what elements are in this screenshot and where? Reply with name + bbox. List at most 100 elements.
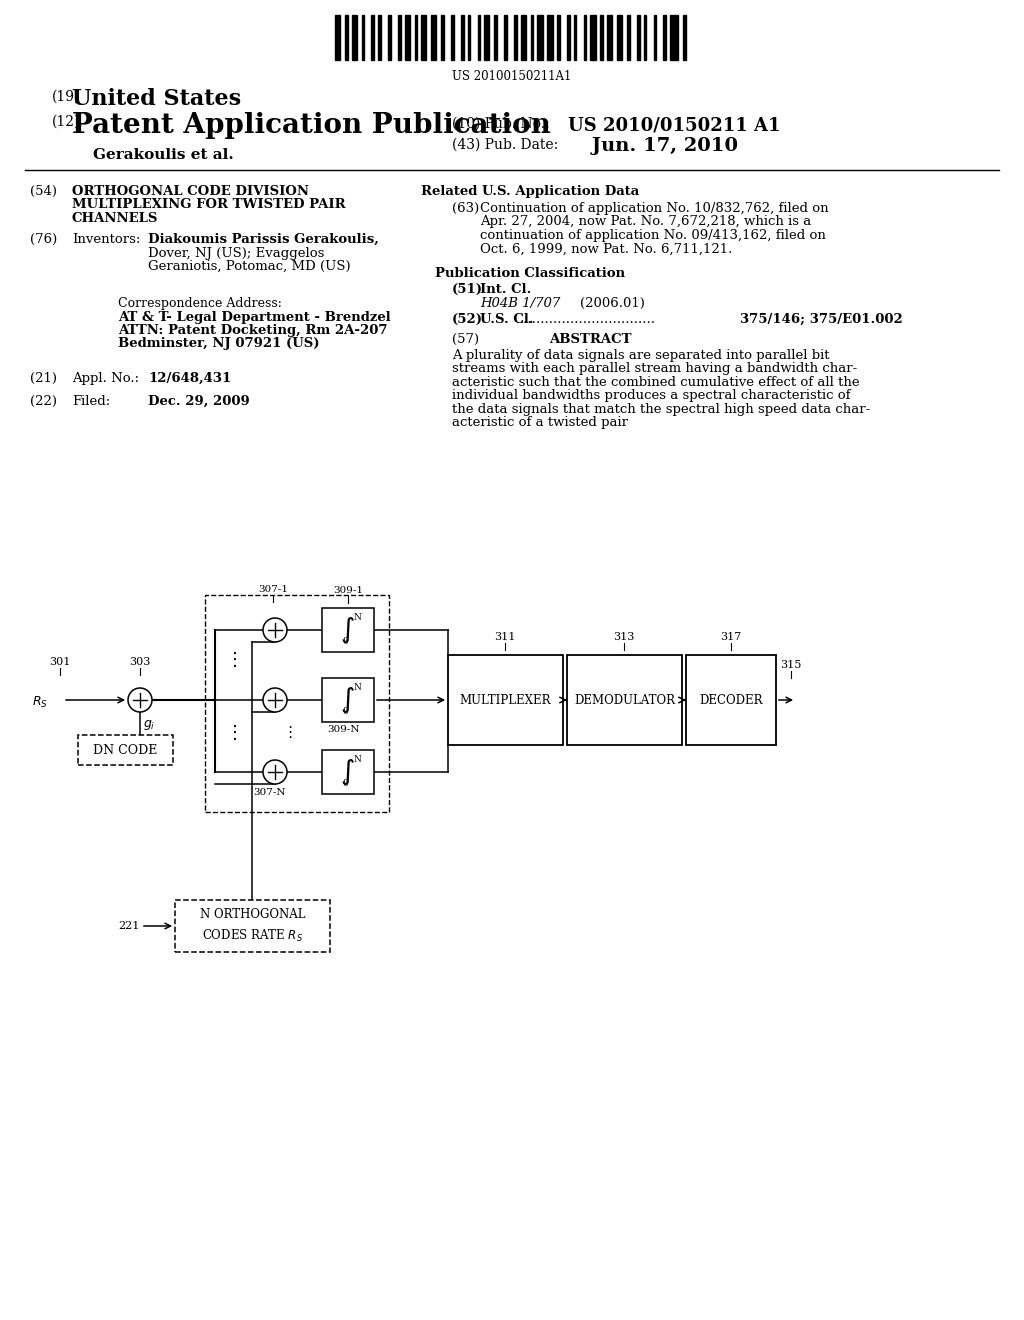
Text: DEMODULATOR: DEMODULATOR [574,693,675,706]
Text: $g_i$: $g_i$ [143,718,156,733]
Circle shape [128,688,152,711]
Text: N: N [353,755,360,764]
Bar [548,15,553,59]
Bar [591,15,596,59]
Bar [78,735,173,766]
Bar [557,15,560,59]
Bar [653,15,656,59]
Bar [398,15,400,59]
Text: $\int$: $\int$ [340,685,354,715]
Text: DN CODE: DN CODE [93,743,158,756]
Text: (54): (54) [30,185,57,198]
Text: $\int$: $\int$ [340,758,354,787]
Text: A plurality of data signals are separated into parallel bit: A plurality of data signals are separate… [452,348,829,362]
Circle shape [263,688,287,711]
Text: 301: 301 [49,657,71,667]
Bar [643,15,646,59]
Text: N ORTHOGONAL
CODES RATE $R_S$: N ORTHOGONAL CODES RATE $R_S$ [200,908,305,944]
Bar [617,15,623,59]
Bar [449,655,563,744]
Text: ABSTRACT: ABSTRACT [549,333,631,346]
Text: 0: 0 [342,779,348,788]
Text: (52): (52) [452,313,483,326]
Text: the data signals that match the spectral high speed data char-: the data signals that match the spectral… [452,403,870,416]
Text: 313: 313 [613,632,635,642]
Bar [415,15,417,59]
Text: 0: 0 [342,638,348,645]
Text: 12/648,431: 12/648,431 [148,372,231,385]
Text: (10) Pub. No.:: (10) Pub. No.: [452,117,554,131]
Text: United States: United States [72,88,241,110]
Bar [573,15,577,59]
Bar [322,609,374,652]
Bar [495,15,497,59]
Bar [335,15,340,59]
Bar [175,900,330,952]
Text: 307-1: 307-1 [258,585,288,594]
Text: 0: 0 [342,708,348,715]
Bar [322,678,374,722]
Bar [504,15,507,59]
Bar [372,15,374,59]
Bar [567,15,569,59]
Text: 309-N: 309-N [327,725,359,734]
Text: (2006.01): (2006.01) [580,297,645,309]
Text: Apr. 27, 2004, now Pat. No. 7,672,218, which is a: Apr. 27, 2004, now Pat. No. 7,672,218, w… [480,215,811,228]
Text: (19): (19) [52,90,80,104]
Text: (12): (12) [52,115,80,129]
Text: 307-N: 307-N [254,788,287,797]
Text: Gerakoulis et al.: Gerakoulis et al. [72,148,233,162]
Text: MULTIPLEXER: MULTIPLEXER [460,693,551,706]
Bar [441,15,443,59]
Bar [514,15,517,59]
Text: 315: 315 [780,660,802,671]
Text: N: N [353,612,360,622]
Bar [627,15,630,59]
Text: ORTHOGONAL CODE DIVISION: ORTHOGONAL CODE DIVISION [72,185,309,198]
Bar [361,15,365,59]
Bar [378,15,381,59]
Text: (22): (22) [30,395,57,408]
Text: (76): (76) [30,234,57,246]
Circle shape [263,760,287,784]
Bar [600,15,603,59]
Text: (51): (51) [452,282,483,296]
Bar [607,15,612,59]
Text: Dover, NJ (US); Evaggelos: Dover, NJ (US); Evaggelos [148,247,325,260]
Bar [452,15,454,59]
Bar [404,15,410,59]
Bar [477,15,480,59]
Text: $\int$: $\int$ [340,615,354,645]
Text: U.S. Cl.: U.S. Cl. [480,313,534,326]
Text: 309-1: 309-1 [333,586,362,595]
Text: Inventors:: Inventors: [72,234,140,246]
Text: acteristic such that the combined cumulative effect of all the: acteristic such that the combined cumula… [452,375,859,388]
Bar [584,15,587,59]
Text: AT & T- Legal Department - Brendzel: AT & T- Legal Department - Brendzel [118,310,391,323]
Bar [421,15,426,59]
Text: Jun. 17, 2010: Jun. 17, 2010 [558,137,738,154]
Bar [351,15,356,59]
Bar [521,15,526,59]
Text: individual bandwidths produces a spectral characteristic of: individual bandwidths produces a spectra… [452,389,851,403]
Text: ⋮: ⋮ [226,723,244,742]
Text: H04B 1/707: H04B 1/707 [480,297,560,309]
Text: Geraniotis, Potomac, MD (US): Geraniotis, Potomac, MD (US) [148,260,350,273]
Text: $R_S$: $R_S$ [32,694,48,710]
Text: 317: 317 [720,632,741,642]
Bar [345,15,347,59]
Text: Dec. 29, 2009: Dec. 29, 2009 [148,395,250,408]
Text: N: N [353,682,360,692]
Bar [664,15,666,59]
Bar [205,595,389,812]
Bar [670,15,678,59]
Text: 221: 221 [119,921,140,931]
Text: Correspondence Address:: Correspondence Address: [118,297,282,310]
Text: Bedminster, NJ 07921 (US): Bedminster, NJ 07921 (US) [118,338,319,351]
Text: US 2010/0150211 A1: US 2010/0150211 A1 [568,116,780,135]
Text: DECODER: DECODER [699,693,763,706]
Text: continuation of application No. 09/413,162, filed on: continuation of application No. 09/413,1… [480,228,826,242]
Text: Filed:: Filed: [72,395,111,408]
Bar [683,15,686,59]
Bar [431,15,436,59]
